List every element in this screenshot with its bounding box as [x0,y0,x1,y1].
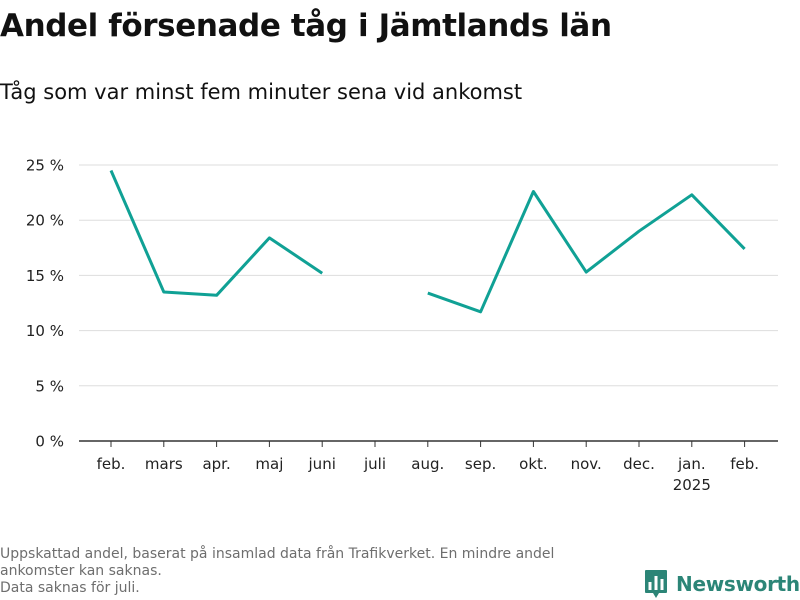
footnote-missing-data-note: Data saknas för juli. [0,580,140,596]
x-tick-label: feb. [97,455,126,473]
x-tick-label: okt. [519,455,548,473]
data-series [109,169,746,314]
x-tick-label: maj [255,455,283,473]
x-tick-label: nov. [571,455,602,473]
y-tick-label: 10 % [26,322,64,340]
footnote: Uppskattad andel, baserat på insamlad da… [0,546,630,597]
y-tick-label: 15 % [26,267,64,285]
x-tick-label: juni [308,455,336,473]
series-line [427,190,746,314]
x-tick-label: sep. [465,455,496,473]
chart-title: Andel försenade tåg i Jämtlands län [0,8,612,44]
y-tick-label: 20 % [26,212,64,230]
newsworthy-logo-icon [645,570,667,598]
chart-subtitle: Tåg som var minst fem minuter sena vid a… [0,80,523,104]
y-tick-label: 5 % [35,377,64,395]
x-tick-label: juli [363,455,386,473]
brand-logo: Newsworthy [644,569,800,599]
x-tick-label: mars [145,455,183,473]
x-tick-label: apr. [202,455,230,473]
x-tick-label: aug. [411,455,444,473]
gridlines [79,164,778,387]
y-axis-tick-labels: 0 % 5 % 10 % 15 % 20 % 25 % [26,157,64,451]
y-tick-label: 25 % [26,157,64,175]
x-tick-label: feb. [730,455,759,473]
x-tick-label: jan. [677,455,706,473]
x-tick-label: dec. [623,455,655,473]
x-axis-tick-labels: feb. mars apr. maj juni juli aug. sep. okt. nov. d… [97,455,759,494]
brand-name: Newsworthy [676,572,800,596]
y-tick-label: 0 % [35,433,64,451]
footnote-source-note: Uppskattad andel, baserat på insamlad da… [0,546,555,579]
series-line [109,169,324,297]
x-tick-year-label: 2025 [673,476,711,494]
x-axis [79,440,778,447]
